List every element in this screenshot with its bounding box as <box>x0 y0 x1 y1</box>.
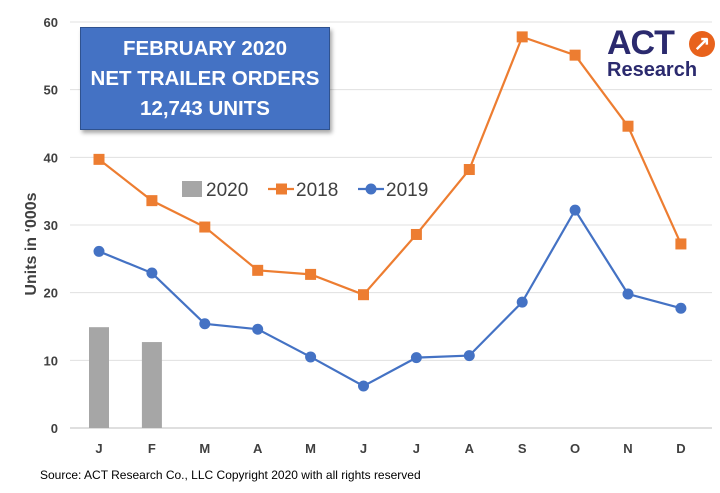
x-tick-label: D <box>676 441 685 456</box>
marker-2018 <box>516 31 528 43</box>
marker-2018 <box>463 164 475 176</box>
y-axis-label: Units in ‘000s <box>23 192 40 296</box>
marker-2019 <box>516 296 528 308</box>
marker-2018 <box>622 120 634 132</box>
x-tick-label: J <box>413 441 420 456</box>
y-tick-label: 30 <box>44 218 58 233</box>
title-line-2: NET TRAILER ORDERS <box>90 67 320 90</box>
x-tick-label: O <box>570 441 580 456</box>
marker-2019 <box>410 352 422 364</box>
line-2019 <box>98 207 682 388</box>
marker-2018 <box>199 221 211 233</box>
legend-label-2018: 2018 <box>296 180 338 201</box>
x-tick-label: J <box>360 441 367 456</box>
legend-label-2019: 2019 <box>386 180 428 201</box>
legend-label-2020: 2020 <box>206 180 248 201</box>
logo-text-research: Research <box>607 59 698 81</box>
title-line-3: 12,743 UNITS <box>140 97 270 120</box>
marker-2018 <box>358 289 369 301</box>
title-box: FEBRUARY 2020 NET TRAILER ORDERS 12,743 … <box>80 27 330 130</box>
legend-marker-2018 <box>276 183 287 195</box>
x-tick-label: A <box>465 441 475 456</box>
x-tick-label: J <box>95 441 102 456</box>
marker-2018 <box>675 238 687 250</box>
line-2018 <box>98 35 682 296</box>
marker-2019 <box>569 204 581 216</box>
marker-2019 <box>675 302 687 314</box>
marker-2019 <box>146 267 158 279</box>
x-tick-label: F <box>148 441 156 456</box>
act-research-logo: ACT ↗ Research <box>605 24 720 84</box>
source-note: Source: ACT Research Co., LLC Copyright … <box>40 468 421 482</box>
y-tick-label: 0 <box>51 421 58 436</box>
arrow-icon: ↗ <box>689 31 715 57</box>
marker-2019 <box>463 350 475 362</box>
logo-text-act: ACT <box>607 24 675 62</box>
marker-2018 <box>410 228 422 240</box>
bar-2020 <box>141 342 162 428</box>
marker-2018 <box>569 49 581 61</box>
marker-2019 <box>358 380 369 392</box>
marker-2018 <box>252 264 264 276</box>
x-tick-label: M <box>305 441 316 456</box>
y-tick-label: 50 <box>44 83 58 98</box>
marker-2018 <box>93 153 105 165</box>
x-tick-label: S <box>518 441 527 456</box>
y-tick-label: 10 <box>44 353 58 368</box>
marker-2018 <box>146 195 158 207</box>
marker-2019 <box>305 351 317 363</box>
marker-2019 <box>622 288 634 300</box>
y-tick-label: 20 <box>44 286 58 301</box>
marker-2019 <box>252 323 264 335</box>
y-tick-label: 40 <box>44 150 58 165</box>
x-tick-label: A <box>253 441 263 456</box>
legend-swatch-2020 <box>182 181 202 197</box>
bar-2020 <box>89 327 109 428</box>
x-tick-label: N <box>623 441 632 456</box>
y-tick-label: 60 <box>44 15 58 30</box>
marker-2019 <box>93 245 105 257</box>
marker-2019 <box>199 318 211 330</box>
title-line-1: FEBRUARY 2020 <box>122 37 288 60</box>
x-tick-label: M <box>199 441 210 456</box>
legend-marker-2019 <box>365 183 377 195</box>
marker-2018 <box>305 268 317 280</box>
